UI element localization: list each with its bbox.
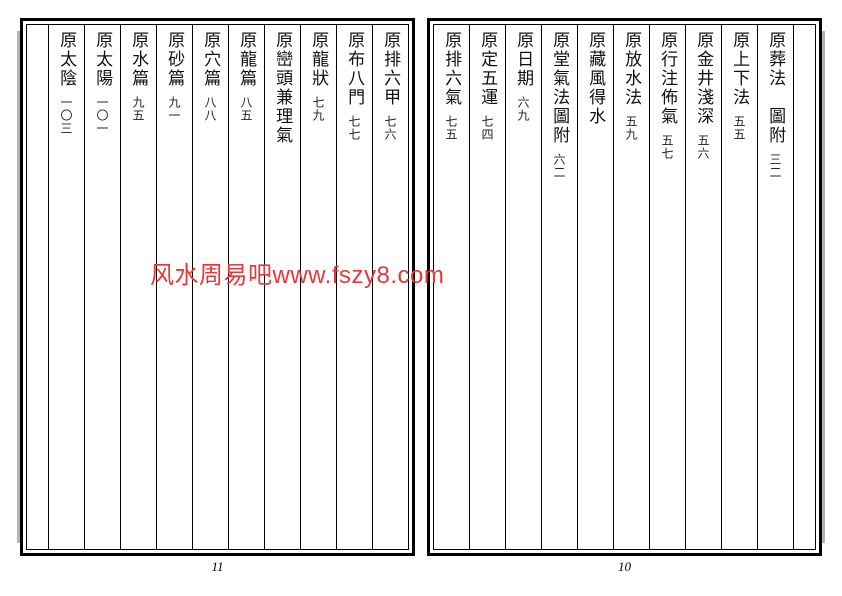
column-title: 原龍狀 [308, 31, 329, 88]
column-title: 原堂氣法圖附 [549, 31, 570, 145]
toc-column: 原藏風得水 [577, 25, 613, 549]
column-title: 原水篇 [128, 31, 149, 88]
toc-column: 原砂篇 九一 [156, 25, 192, 549]
column-title: 原定五運 [477, 31, 498, 107]
toc-column: 原太陰 一〇三 [48, 25, 84, 549]
toc-column: 原金井淺深 五六 [685, 25, 721, 549]
toc-column: 原上下法 五五 [721, 25, 757, 549]
toc-column: 原放水法 五九 [613, 25, 649, 549]
toc-column: 原排六氣 七五 [434, 25, 469, 549]
book-spread: 原排六甲 七六 原布八門 七七 原龍狀 七九 原巒頭兼理氣 原龍篇 八五 原穴篇 [0, 0, 842, 596]
column-page-num: 五七 [659, 134, 676, 160]
column-page-num: 五六 [695, 134, 712, 160]
toc-column: 原布八門 七七 [336, 25, 372, 549]
toc-column: 原龍狀 七九 [300, 25, 336, 549]
toc-column: 原太陽 一〇一 [84, 25, 120, 549]
toc-column: 原龍篇 八五 [228, 25, 264, 549]
column-page-num: 三二 [767, 153, 784, 179]
footer-page-number: 10 [618, 559, 631, 575]
toc-column: 原水篇 九五 [120, 25, 156, 549]
spine-column [793, 25, 815, 549]
column-page-num: 七六 [382, 115, 399, 141]
toc-column: 原日期 六九 [505, 25, 541, 549]
column-page-num: 五五 [731, 115, 748, 141]
column-page-num: 六九 [515, 96, 532, 122]
toc-column: 原排六甲 七六 [372, 25, 408, 549]
left-page: 原排六甲 七六 原布八門 七七 原龍狀 七九 原巒頭兼理氣 原龍篇 八五 原穴篇 [20, 18, 415, 556]
column-title: 原布八門 [344, 31, 365, 107]
column-title: 原排六氣 [441, 31, 462, 107]
column-title: 原砂篇 [164, 31, 185, 88]
column-title: 原龍篇 [236, 31, 257, 88]
toc-column: 原行注佈氣 五七 [649, 25, 685, 549]
toc-column: 原定五運 七四 [469, 25, 505, 549]
column-title: 原穴篇 [200, 31, 221, 88]
column-page-num: 七九 [310, 96, 327, 122]
column-title: 原排六甲 [380, 31, 401, 107]
column-page-num: 九五 [130, 96, 147, 122]
column-page-num: 八五 [238, 96, 255, 122]
toc-column: 原穴篇 八八 [192, 25, 228, 549]
column-title: 原放水法 [621, 31, 642, 107]
page-shadow [17, 31, 21, 543]
toc-column: 原堂氣法圖附 六二 [541, 25, 577, 549]
page-shadow [821, 31, 825, 543]
toc-column: 原巒頭兼理氣 [264, 25, 300, 549]
column-title: 原日期 [513, 31, 534, 88]
column-page-num: 五九 [623, 115, 640, 141]
right-page: 原葬法 圖附 三二 原上下法 五五 原金井淺深 五六 原行注佈氣 五七 原放水法… [427, 18, 822, 556]
right-frame: 原葬法 圖附 三二 原上下法 五五 原金井淺深 五六 原行注佈氣 五七 原放水法… [433, 24, 816, 550]
left-frame: 原排六甲 七六 原布八門 七七 原龍狀 七九 原巒頭兼理氣 原龍篇 八五 原穴篇 [26, 24, 409, 550]
column-title: 原金井淺深 [693, 31, 714, 126]
column-page-num: 七四 [479, 115, 496, 141]
footer-page-number: 11 [211, 559, 223, 575]
column-title: 原上下法 [729, 31, 750, 107]
column-title: 原太陰 [56, 31, 77, 88]
column-page-num: 六二 [551, 153, 568, 179]
column-page-num: 一〇三 [58, 96, 75, 135]
column-page-num: 七七 [346, 115, 363, 141]
toc-column: 原葬法 圖附 三二 [757, 25, 793, 549]
column-page-num: 七五 [443, 115, 460, 141]
column-page-num: 九一 [166, 96, 183, 122]
column-title: 原藏風得水 [585, 31, 606, 126]
column-title: 原行注佈氣 [657, 31, 678, 126]
column-title: 原巒頭兼理氣 [272, 31, 293, 145]
column-title: 原葬法 圖附 [765, 31, 786, 145]
column-page-num: 八八 [202, 96, 219, 122]
column-title: 原太陽 [92, 31, 113, 88]
column-page-num: 一〇一 [94, 96, 111, 135]
spine-column [27, 25, 48, 549]
